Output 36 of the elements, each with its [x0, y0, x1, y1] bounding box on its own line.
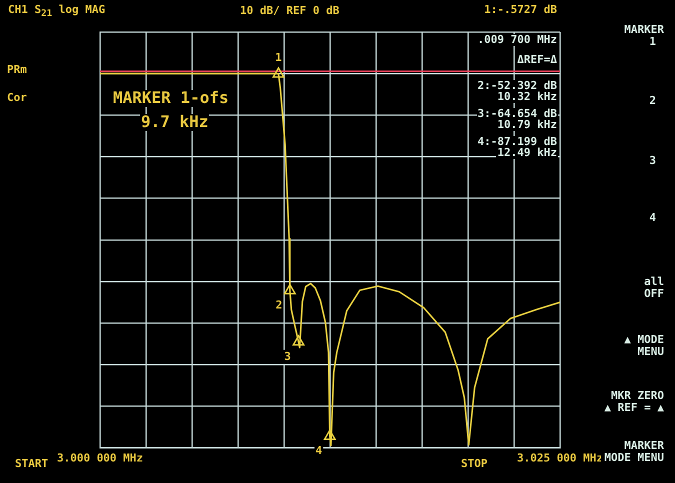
annotation: 10.32 kHz [496, 90, 558, 103]
x-tick-label: 3.000 000 MHz [56, 451, 144, 464]
annotation: 9.7 kHz [140, 112, 210, 131]
annotation: 2 [276, 298, 282, 312]
text: ▲ MODE MENU [618, 333, 665, 358]
annotation: MARKER 1-ofs [112, 88, 230, 107]
annotation: 12.49 kHz [496, 146, 558, 159]
text: 4 [648, 211, 657, 224]
text: 3 [648, 154, 657, 167]
annotation: 1 [275, 50, 282, 64]
text: all OFF [638, 275, 665, 300]
text: MARKER [623, 23, 665, 36]
text: Cor [6, 91, 28, 104]
point [272, 67, 284, 78]
annotation: 3 [284, 350, 291, 363]
text: START [14, 457, 50, 470]
text: STOP [460, 457, 488, 470]
text: 1:-.5727 dB [483, 3, 558, 16]
text: PRm [6, 63, 28, 76]
chart-title: CH1 S$_{21}$ log MAG [8, 3, 106, 20]
text: 2 [648, 94, 657, 107]
annotation: 2:-52.392 dB [476, 79, 558, 92]
point [324, 429, 336, 440]
annotation: 4:-87.199 dB [476, 135, 558, 148]
annotation: 4 [316, 444, 323, 458]
point [284, 284, 296, 294]
text: MARKER MODE MENU [604, 439, 664, 464]
text: .009 700 MHz [476, 33, 558, 46]
annotation: 10.79 kHz [496, 118, 558, 131]
point [292, 335, 304, 346]
text: ΔREF=Δ [516, 53, 558, 66]
annotation: 3:-64.654 dB [476, 107, 558, 120]
x-tick-label: 3.025 000 MHz [516, 451, 604, 464]
text: 1 [648, 35, 657, 48]
text: MKR ZERO ▲ REF = ▲ [601, 389, 665, 414]
chart-subtitle: 10 dB/ REF 0 dB [240, 4, 340, 17]
